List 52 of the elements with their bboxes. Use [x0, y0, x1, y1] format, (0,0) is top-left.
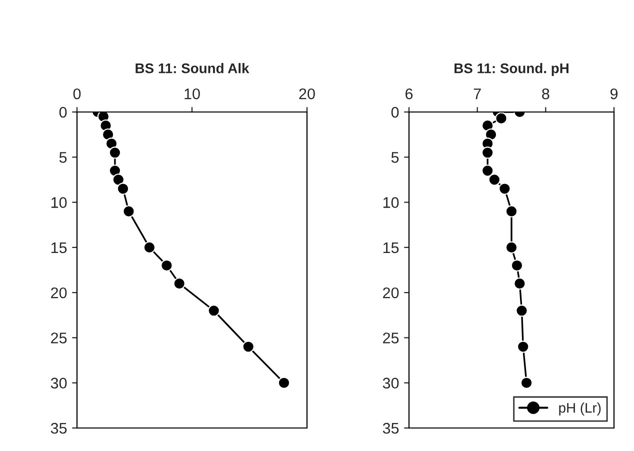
- chart-title: BS 11: Sound. pH: [454, 63, 568, 76]
- point: [505, 241, 518, 254]
- y-tick-label: 15: [51, 242, 67, 254]
- point: [160, 259, 173, 272]
- point: [482, 146, 494, 159]
- point: [112, 174, 124, 186]
- point: [116, 182, 130, 195]
- y-tick-label: 20: [383, 287, 399, 298]
- x-tick-label: 8: [542, 88, 550, 100]
- point: [208, 304, 220, 317]
- y-tick-label: 35: [50, 422, 67, 434]
- point: [505, 205, 518, 218]
- x-tick-label: 7: [474, 88, 481, 100]
- y-tick-label: 30: [382, 378, 399, 389]
- chart-title: BS 11: Sound Alk: [136, 63, 250, 74]
- y-tick-label: 10: [51, 197, 67, 208]
- point: [143, 241, 156, 254]
- point: [510, 259, 524, 272]
- point: [498, 182, 511, 195]
- y-tick-label: 10: [383, 197, 399, 208]
- point: [242, 340, 254, 353]
- y-tick-label: 5: [391, 152, 399, 163]
- point: [520, 376, 533, 389]
- y-tick-label: 25: [383, 332, 399, 344]
- y-tick-label: 0: [391, 106, 399, 118]
- point: [173, 277, 186, 290]
- point: [105, 138, 118, 150]
- point: [488, 174, 500, 186]
- y-tick-label: 20: [51, 287, 67, 298]
- y-tick-label: 30: [50, 378, 67, 389]
- point: [517, 340, 530, 353]
- point: [278, 376, 290, 389]
- point: [516, 304, 528, 317]
- point: [102, 128, 114, 141]
- legend-label: pH (Lr): [559, 402, 601, 416]
- x-tick-label: 6: [406, 88, 413, 100]
- point: [122, 205, 135, 218]
- point: [482, 164, 494, 177]
- x-tick-label: 20: [299, 88, 315, 100]
- y-tick-label: 35: [382, 422, 399, 434]
- point: [495, 112, 508, 124]
- point: [484, 128, 498, 141]
- x-tick-label: 9: [610, 88, 618, 100]
- point: [108, 146, 122, 159]
- y-tick-label: 5: [59, 152, 67, 163]
- point: [514, 277, 526, 290]
- y-tick-label: 0: [59, 106, 67, 118]
- x-tick-label: 10: [184, 88, 200, 100]
- y-tick-label: 15: [383, 242, 399, 254]
- y-tick-label: 25: [51, 332, 67, 344]
- point: [108, 164, 122, 177]
- x-tick-label: 0: [73, 88, 81, 100]
